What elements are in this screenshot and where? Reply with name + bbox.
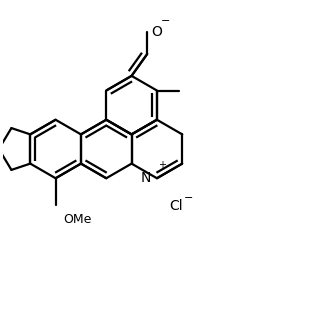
Text: N: N <box>141 171 151 185</box>
Text: OMe: OMe <box>63 213 92 226</box>
Text: −: − <box>184 193 193 203</box>
Text: Cl: Cl <box>170 199 183 212</box>
Text: −: − <box>161 16 170 26</box>
Text: O: O <box>151 25 162 39</box>
Text: +: + <box>158 160 166 170</box>
